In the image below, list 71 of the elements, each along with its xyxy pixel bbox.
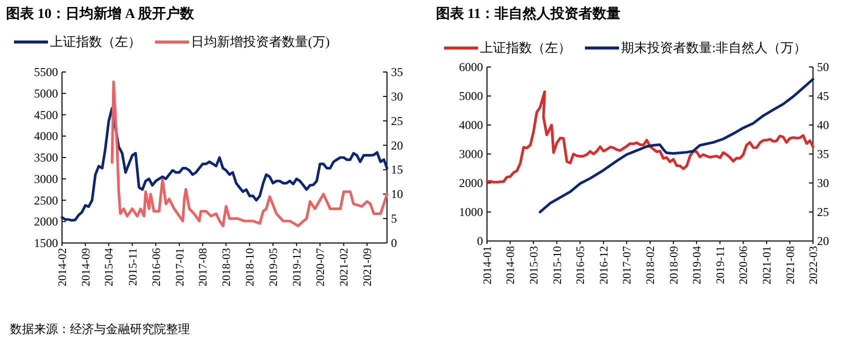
- y-tick-label: 2000: [459, 176, 483, 190]
- legend-label: 上证指数（左）: [480, 40, 571, 55]
- y2-tick-label: 15: [391, 162, 403, 177]
- line-series: [60, 107, 388, 222]
- line-series: [486, 90, 814, 184]
- x-tick-label: 2020-07: [315, 248, 328, 286]
- source-note: 数据来源：经济与金融研究院整理: [10, 322, 190, 336]
- line-series: [110, 80, 388, 228]
- x-tick-label: 2016-12: [598, 246, 610, 284]
- x-tick-label: 2014-08: [505, 246, 518, 284]
- y-tick-label: 2000: [34, 214, 58, 229]
- y2-tick-label: 25: [391, 114, 403, 128]
- y-tick-label: 4000: [34, 129, 58, 144]
- y2-tick-label: 30: [391, 89, 403, 104]
- y-tick-label: 4000: [459, 118, 483, 132]
- y-tick-label: 5000: [459, 89, 483, 103]
- y-tick-label: 3000: [34, 172, 58, 186]
- chart-title: 图表 10：日均新增 A 股开户数: [6, 5, 195, 22]
- x-tick-label: 2019-04: [692, 246, 704, 284]
- x-tick-label: 2019-12: [292, 248, 304, 286]
- x-tick-label: 2014-09: [80, 248, 92, 286]
- y-tick-label: 0: [477, 234, 483, 248]
- legend-label: 上证指数（左）: [50, 34, 141, 49]
- y2-tick-label: 40: [817, 118, 829, 132]
- chart-title: 图表 11：非自然人投资者数量: [436, 6, 621, 22]
- line-series: [538, 78, 814, 214]
- y-tick-label: 3000: [459, 147, 483, 161]
- x-tick-label: 2017-01: [174, 248, 186, 286]
- x-tick-label: 2015-10: [552, 246, 564, 284]
- x-tick-label: 2021-01: [762, 246, 774, 284]
- x-tick-label: 2018-02: [645, 246, 658, 284]
- y-tick-label: 3500: [34, 150, 58, 164]
- y2-tick-label: 20: [391, 138, 403, 152]
- x-tick-label: 2021-09: [362, 248, 374, 286]
- y2-tick-label: 5: [391, 212, 397, 226]
- x-tick-label: 2018-10: [244, 248, 257, 286]
- x-tick-label: 2018-03: [221, 248, 234, 286]
- y-tick-label: 1500: [34, 236, 58, 250]
- y-tick-label: 2500: [34, 193, 58, 208]
- x-tick-label: 2022-03: [808, 246, 820, 284]
- y2-tick-label: 35: [817, 147, 829, 161]
- y-tick-label: 5000: [34, 86, 58, 100]
- x-tick-label: 2021-08: [784, 246, 797, 284]
- y2-tick-label: 45: [817, 89, 829, 103]
- x-tick-label: 2017-08: [198, 248, 210, 286]
- y2-tick-label: 50: [817, 60, 829, 74]
- y2-tick-label: 25: [817, 205, 829, 219]
- y2-tick-label: 0: [391, 236, 397, 250]
- y2-tick-label: 10: [391, 187, 403, 202]
- y-tick-label: 5500: [34, 65, 58, 79]
- y2-tick-label: 35: [391, 65, 403, 79]
- x-tick-label: 2019-11: [714, 246, 727, 284]
- y2-tick-label: 20: [817, 234, 829, 248]
- x-tick-label: 2015-04: [104, 248, 116, 286]
- y-tick-label: 6000: [459, 60, 483, 74]
- x-tick-label: 2021-02: [338, 248, 351, 286]
- x-tick-label: 2014-02: [57, 248, 69, 286]
- x-tick-label: 2018-09: [668, 246, 680, 284]
- legend-label: 期末投资者数量:非自然人（万）: [621, 40, 807, 55]
- x-tick-label: 2016-05: [575, 246, 588, 284]
- x-tick-label: 2019-05: [268, 248, 280, 286]
- y-tick-label: 1000: [459, 205, 483, 219]
- x-tick-label: 2020-06: [738, 246, 750, 284]
- x-tick-label: 2015-11: [127, 248, 140, 286]
- legend-label: 日均新增投资者数量(万): [191, 34, 330, 49]
- x-tick-label: 2016-06: [150, 248, 163, 286]
- x-tick-label: 2015-03: [528, 246, 540, 284]
- y-tick-label: 4500: [34, 108, 58, 122]
- x-tick-label: 2017-07: [622, 246, 634, 284]
- x-tick-label: 2014-01: [482, 246, 494, 284]
- y2-tick-label: 30: [817, 176, 829, 190]
